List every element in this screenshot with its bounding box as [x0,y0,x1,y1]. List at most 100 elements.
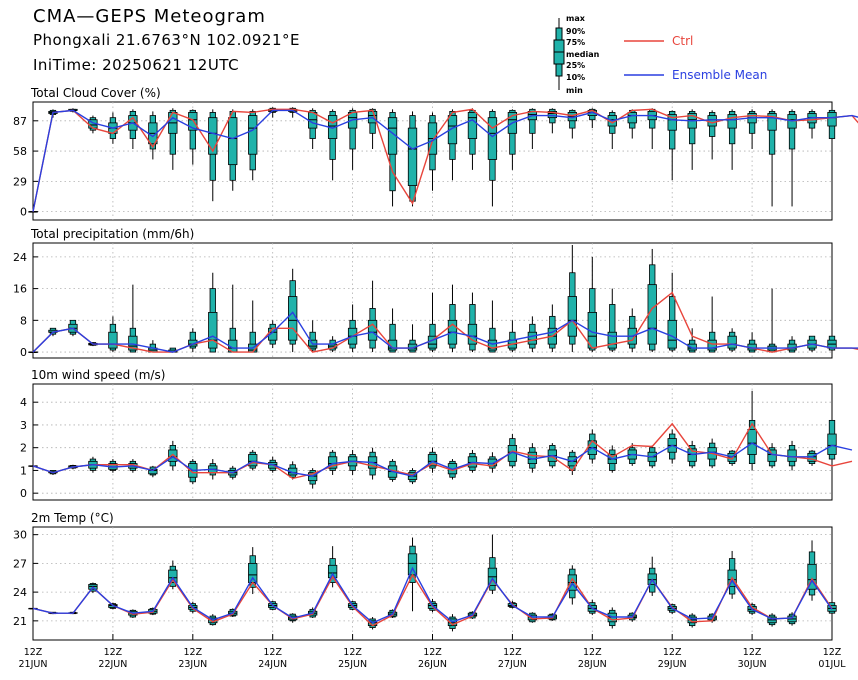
box-inner [367,319,378,341]
legend-box-label: 75% [566,38,585,47]
box-inner [827,112,837,127]
ensemble-mean-line [32,442,853,477]
box-inner [747,429,757,455]
x-tick-hour: 12Z [183,647,202,658]
box-inner [487,117,498,160]
y-tick-label: 0 [20,346,27,359]
box-inner [767,449,777,462]
y-tick-label: 87 [13,115,27,128]
box-inner [208,311,218,349]
panel-title: 10m wind speed (m/s) [31,368,165,382]
y-tick-label: 29 [13,175,27,188]
box-inner [567,296,577,337]
panel-0: 0 29 58 87 Total Cloud Cover (%) [13,86,858,221]
y-tick-label: 0 [20,487,27,500]
legend-box-label: 25% [566,61,585,70]
box-inner [787,449,797,462]
legend: max 90% 75% median 25% 10% min Ctrl Ensemble Mea… [553,14,767,95]
box-inner [168,569,178,583]
x-tick-date: 27JUN [498,659,527,670]
box-inner [727,335,737,349]
box-inner [208,117,218,155]
panel-title: 2m Temp (°C) [31,511,114,525]
box-inner [767,113,777,131]
y-tick-label: 8 [20,314,27,327]
box-inner [108,331,118,349]
box-outer [349,109,356,150]
x-tick-hour: 12Z [583,647,602,658]
box-inner [248,115,258,155]
panel-frame [32,526,833,641]
x-tick-date: 25JUN [338,659,367,670]
y-tick-label: 4 [20,396,27,409]
box-inner [168,449,178,462]
legend-box-label: min [566,86,583,95]
x-tick-date: 26JUN [418,659,447,670]
x-tick-date: 29JUN [658,659,687,670]
ensemble-mean-line [32,109,858,212]
box-inner [607,331,617,349]
box-inner [807,563,817,590]
x-tick-hour: 12Z [663,647,682,658]
x-tick-hour: 12Z [104,647,123,658]
box-inner [407,553,418,576]
legend-ctrl-label: Ctrl [672,34,693,48]
legend-box-label: median [566,50,600,59]
box-inner [128,335,138,351]
box-inner [467,323,478,345]
y-tick-label: 0 [20,206,27,219]
ensemble-mean-line [32,566,833,624]
x-tick-hour: 12Z [263,647,282,658]
y-tick-label: 3 [20,419,27,432]
y-tick-label: 27 [13,557,27,570]
page-title: CMA—GEPS Meteogram [33,6,266,27]
x-tick-date: 24JUN [258,659,287,670]
box-inner [667,319,677,349]
box-inner [407,127,418,186]
box-inner [627,112,637,124]
x-tick-date: 21JUN [19,659,48,670]
panel-title: Total precipitation (mm/6h) [30,227,194,241]
x-tick-date: 30JUN [738,659,767,670]
legend-box-label: 90% [566,27,585,36]
x-tick-date: 23JUN [178,659,207,670]
ctrl-line [32,573,833,627]
x-tick-hour: 12Z [743,647,762,658]
y-tick-label: 24 [13,251,27,264]
x-tick-hour: 12Z [423,647,442,658]
panel-3: 21 24 27 30 2m Temp (°C) [13,511,837,641]
box-outer [529,108,536,134]
legend-mean-label: Ensemble Mean [672,68,767,82]
x-tick-hour: 12Z [343,647,362,658]
box-inner [687,343,697,351]
y-tick-label: 2 [20,442,27,455]
x-axis-layer: 12Z21JUN12Z22JUN12Z23JUN12Z24JUN12Z25JUN… [19,634,846,670]
box-inner [467,112,478,139]
box-outer [389,323,396,353]
y-tick-label: 21 [13,615,27,628]
box-inner [707,115,717,127]
y-tick-label: 58 [13,145,27,158]
box-inner [427,454,438,467]
location-label: Phongxali 21.6763°N 102.0921°E [33,31,300,49]
x-tick-hour: 12Z [823,647,842,658]
y-tick-label: 24 [13,586,27,599]
y-tick-label: 1 [20,464,27,477]
y-tick-label: 16 [13,283,27,296]
box-inner [547,110,557,119]
y-tick-label: 30 [13,529,27,542]
box-inner [707,339,717,351]
legend-box-label: 10% [566,73,585,82]
init-time-label: IniTime: 20250621 12UTC [33,56,240,74]
box-outer [788,110,796,150]
box-inner [527,331,538,345]
panel-title: Total Cloud Cover (%) [30,86,161,100]
box-outer [609,304,616,351]
ctrl-line [32,108,858,212]
box-inner [228,117,238,166]
box-inner [148,468,158,475]
x-tick-date: 01JUL [818,659,846,670]
